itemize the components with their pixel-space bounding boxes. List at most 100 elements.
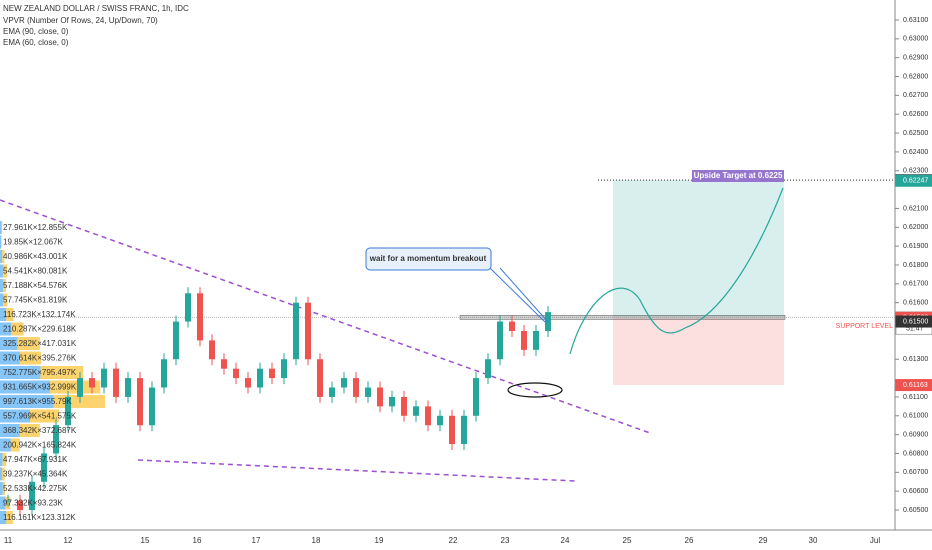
vpvr-label: 27.961K×12.855K — [3, 223, 68, 232]
price-tick-label: 0.61700 — [903, 281, 928, 288]
countdown: 51:47 — [906, 326, 924, 333]
price-tick-label: 0.62800 — [903, 73, 928, 80]
support-zone — [459, 315, 786, 320]
vpvr-down — [2, 250, 5, 263]
vpvr-down — [11, 322, 24, 336]
vpvr-up — [0, 293, 4, 307]
vpvr-down — [6, 511, 13, 524]
price-tick-label: 0.61100 — [903, 394, 928, 401]
vpvr-down — [10, 438, 20, 452]
vpvr-label: 57.745K×81.819K — [3, 296, 68, 305]
candle — [113, 368, 119, 397]
vpvr-label: 57.188K×54.576K — [3, 281, 68, 290]
vpvr-up — [0, 438, 11, 452]
vpvr-down — [40, 366, 84, 379]
vpvr-label: 325.282K×417.031K — [3, 339, 77, 348]
candle — [533, 330, 539, 350]
vpvr-label: 116.723K×132.174K — [3, 310, 76, 319]
vpvr-up — [0, 308, 7, 321]
vpvr-label: 97.332K×93.23K — [3, 499, 63, 508]
vpvr-down — [2, 482, 6, 495]
vpvr-up — [0, 424, 20, 437]
vpvr-down — [1, 235, 2, 249]
time-tick-label: 19 — [375, 536, 384, 545]
time-tick-label: 16 — [193, 536, 202, 545]
price-tick-label: 0.60600 — [903, 488, 928, 495]
price-tick-label: 0.61600 — [903, 300, 928, 307]
candle — [29, 481, 35, 511]
vpvr-down — [19, 351, 42, 365]
profit-zone — [613, 180, 784, 318]
vpvr-up — [0, 511, 7, 524]
price-tick-label: 0.60900 — [903, 431, 928, 438]
vpvr-up — [0, 467, 3, 481]
vpvr-up — [0, 366, 41, 379]
price-tick-label: 0.61000 — [903, 413, 928, 420]
price-tick-label: 0.61900 — [903, 243, 928, 250]
vpvr-down — [19, 424, 40, 437]
vpvr-label: 368.342K×372.687K — [3, 426, 77, 435]
indicator-legend: EMA (60, close, 0) — [3, 38, 69, 47]
vpvr-label: 40.986K×43.001K — [3, 252, 68, 261]
candle — [89, 378, 95, 388]
vpvr-up — [0, 221, 2, 234]
vpvr-label: 19.85K×12.067K — [3, 238, 63, 247]
candle — [149, 387, 155, 426]
candle — [173, 321, 179, 360]
price-tick-label: 0.63100 — [903, 17, 928, 24]
time-tick-label: 18 — [312, 536, 321, 545]
candle — [473, 378, 479, 416]
candle — [317, 359, 323, 397]
candle — [281, 359, 287, 379]
vpvr-up — [0, 279, 4, 292]
vpvr-down — [3, 293, 8, 307]
time-tick-label: 25 — [623, 536, 632, 545]
price-tick-label: 0.62600 — [903, 111, 928, 118]
vpvr-label: 931.665K×932.999K — [3, 383, 77, 392]
candle — [365, 387, 371, 397]
time-tick-label: Jul — [870, 536, 880, 545]
candle — [329, 387, 335, 397]
vpvr-down — [2, 453, 7, 466]
candle — [437, 415, 443, 426]
candle — [137, 378, 143, 426]
candle — [485, 359, 491, 379]
candle — [449, 415, 455, 445]
vpvr-label: 752.775K×795.497K — [3, 368, 77, 377]
price-tag — [895, 315, 932, 328]
callout-pointer — [499, 267, 549, 323]
vpvr-down — [29, 409, 60, 423]
candle — [341, 378, 347, 388]
vpvr-up — [0, 453, 3, 466]
vpvr-down — [3, 279, 7, 292]
vpvr-label: 47.947K×67.931K — [3, 455, 68, 464]
target-label-box — [692, 170, 784, 182]
trendline — [137, 459, 576, 482]
time-tick-label: 29 — [759, 536, 768, 545]
vpvr-label: 52.533K×42.275K — [3, 484, 68, 493]
candle — [245, 378, 251, 388]
vpvr-up — [0, 409, 30, 423]
candle — [389, 396, 395, 407]
support-label: SUPPORT LEVEL — [836, 323, 893, 330]
price-tick-label: 0.61300 — [903, 356, 928, 363]
projection-curve — [569, 187, 784, 355]
vpvr-up — [0, 395, 54, 408]
price-tick-label: 0.62900 — [903, 55, 928, 62]
price-tag-label: 0.61163 — [903, 382, 928, 389]
price-tick-label: 0.60800 — [903, 450, 928, 457]
vpvr-label: 39.237K×45.364K — [3, 470, 68, 479]
price-tick-label: 0.62100 — [903, 205, 928, 212]
vpvr-up — [0, 380, 51, 394]
time-tick-label: 11 — [4, 536, 13, 545]
vpvr-label: 557.969K×541.575K — [3, 412, 77, 421]
target-label: Upside Target at 0.6225 — [694, 171, 783, 180]
vpvr-down — [2, 264, 8, 278]
price-tick-label: 0.61800 — [903, 262, 928, 269]
price-tick-label: 0.63000 — [903, 36, 928, 43]
trendline — [0, 199, 651, 434]
callout-text: wait for a momentum breakout — [369, 254, 487, 263]
time-tick-label: 23 — [501, 536, 510, 545]
